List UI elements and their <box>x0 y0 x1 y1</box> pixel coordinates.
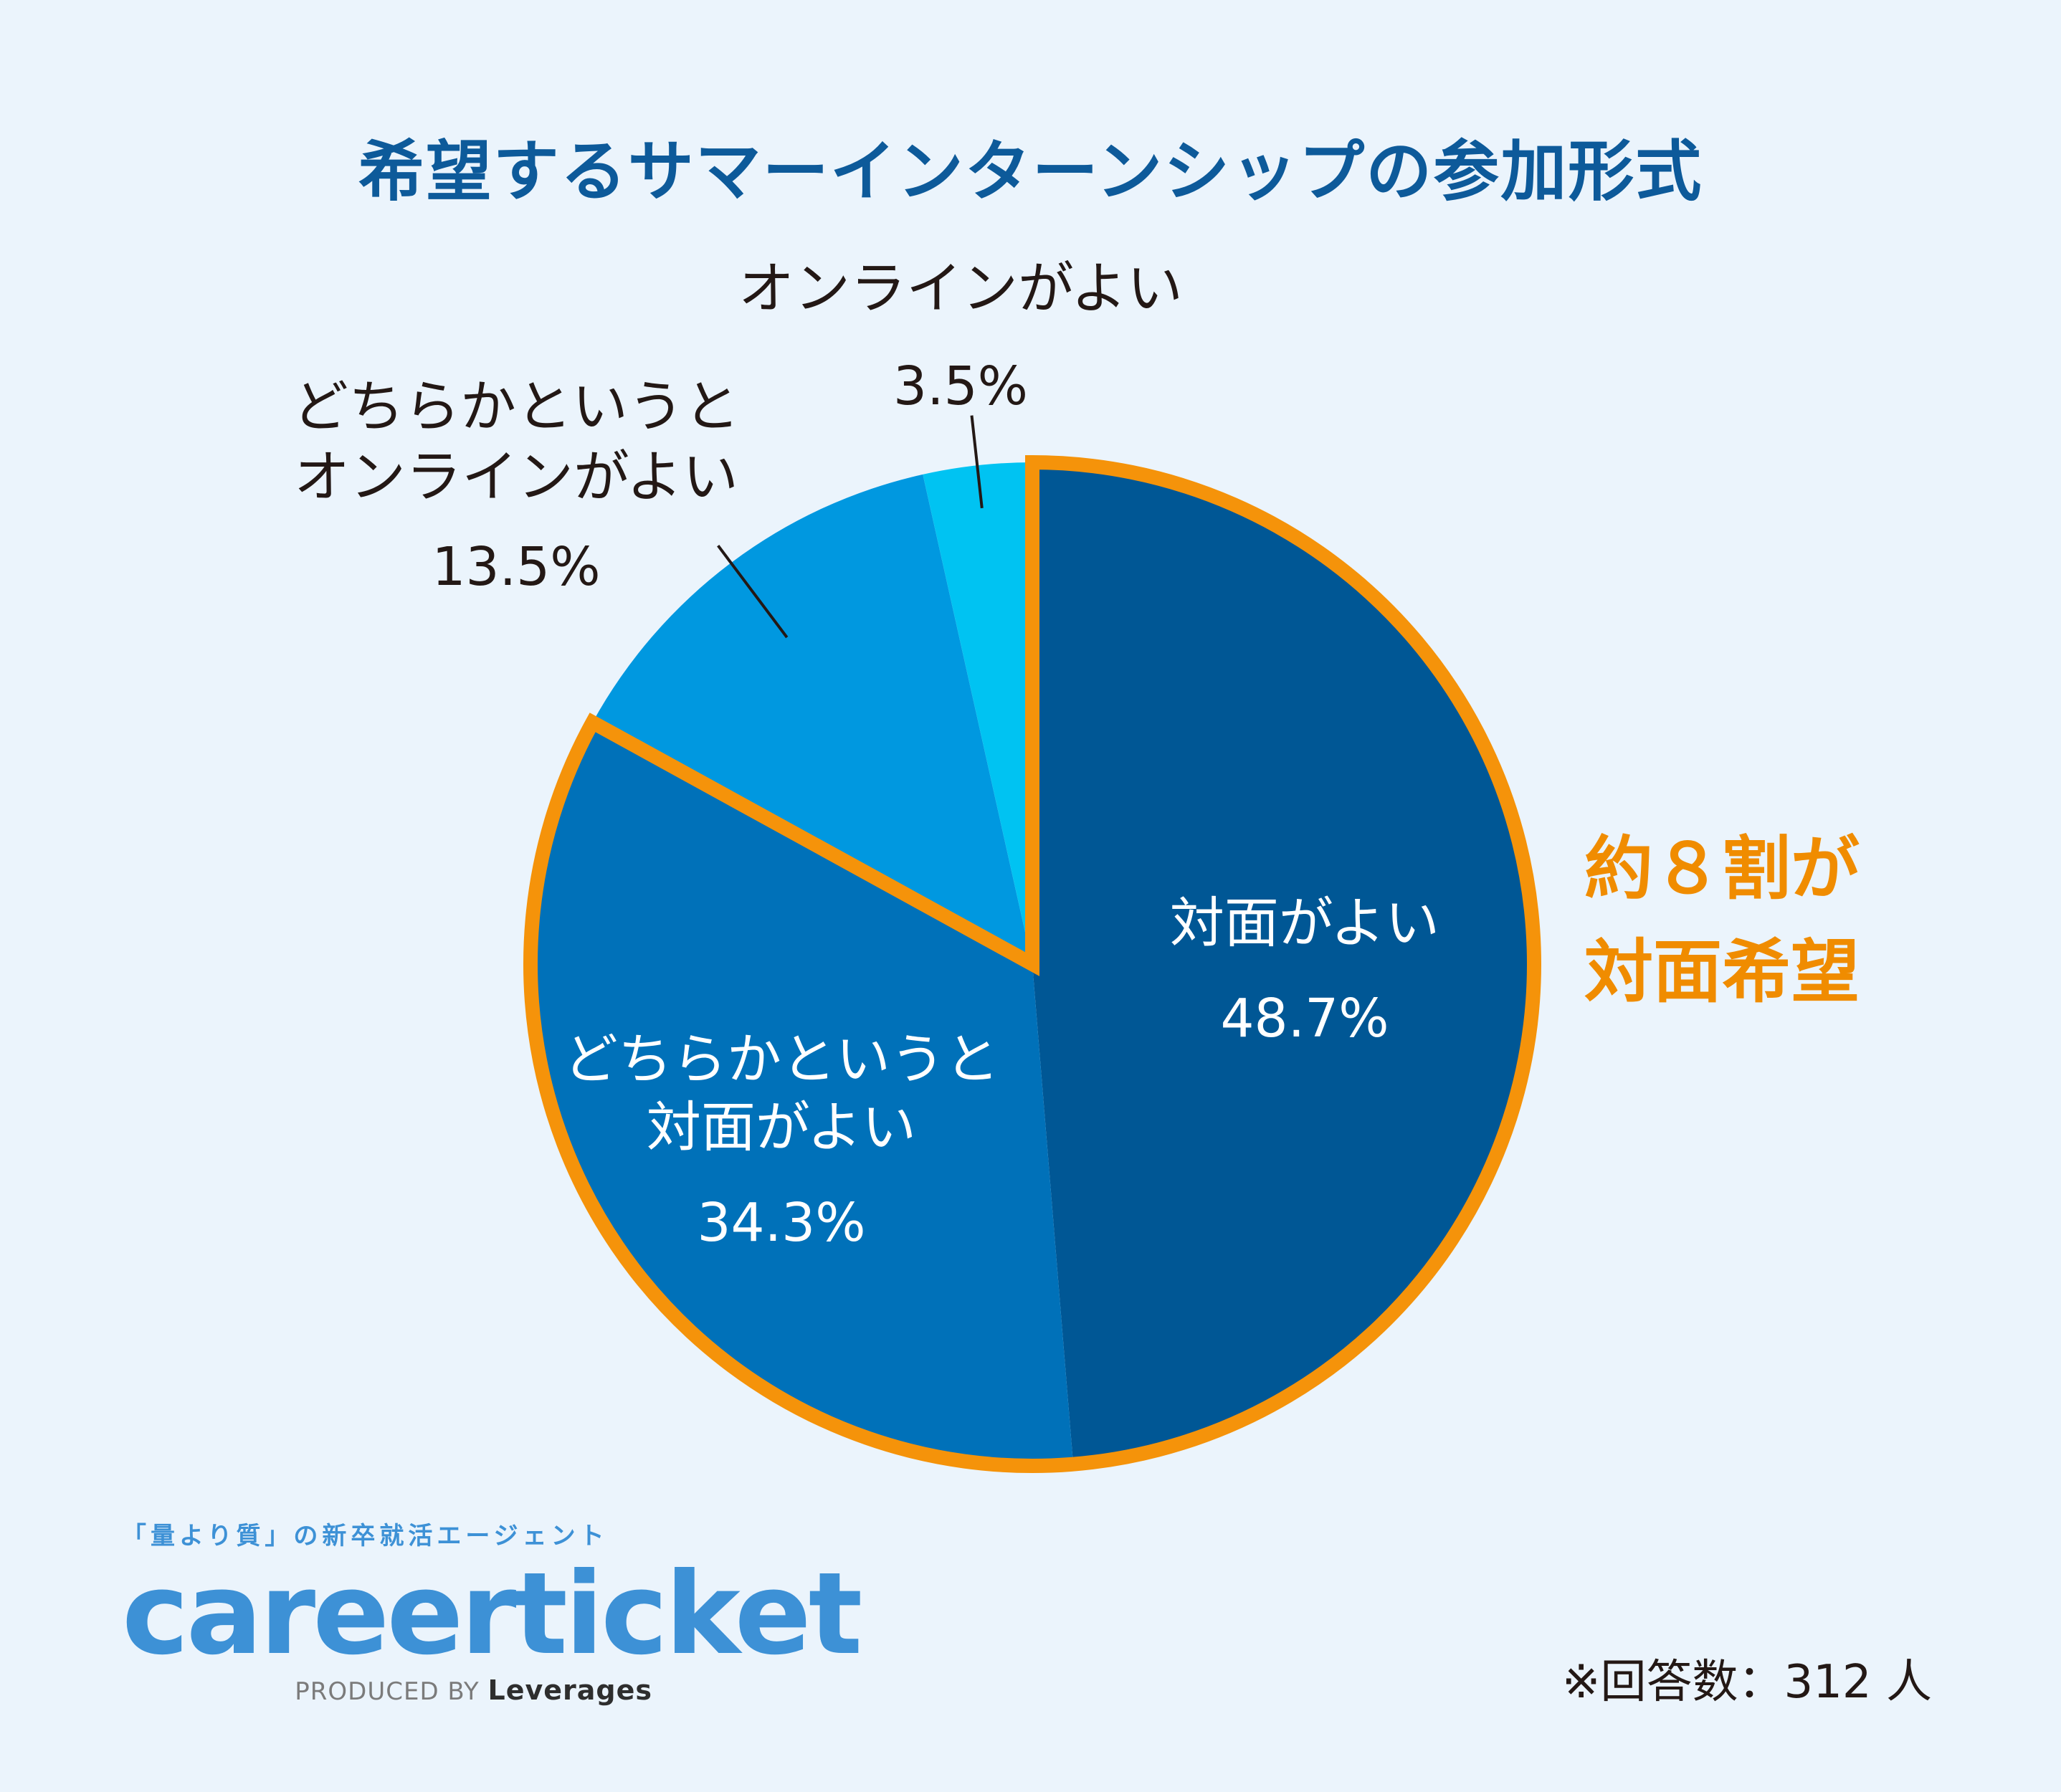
slice-percent: 13.5% <box>432 536 601 598</box>
chart-title: 希望するサマーインターンシップの参加形式 <box>358 133 1703 210</box>
callout-text: 約８割が 対面希望 <box>1584 817 1928 1024</box>
slice-label-line-1: どちらかというと <box>292 375 740 439</box>
slice-label-face-to-face: 対面がよい 48.7% <box>1133 889 1477 1052</box>
logo-tagline: 「量より質」の新卒就活エージェント <box>122 1522 609 1550</box>
slice-label-online: オンラインがよい 3.5% <box>710 254 1212 419</box>
pie-slice <box>1032 462 1534 1464</box>
slice-label-line-2: オンラインがよい <box>293 444 739 510</box>
slice-label-rather-online: どちらかというと オンラインがよい 13.5% <box>251 373 781 601</box>
slice-label-rather-face-to-face: どちらかというと 対面がよい 34.3% <box>516 1025 1047 1257</box>
leader-line <box>970 415 984 509</box>
slice-percent: 48.7% <box>1220 988 1389 1049</box>
slice-label-text: 対面がよい <box>1169 891 1440 955</box>
respondent-count-note: ※回答数：312 人 <box>1561 1656 1932 1709</box>
pie-slice <box>592 474 1032 964</box>
callout-line-1: 約８割が <box>1584 829 1860 909</box>
pie-slice <box>530 722 1074 1466</box>
slice-label-line-1: どちらかというと <box>563 1027 999 1091</box>
callout-line-2: 対面希望 <box>1584 932 1860 1012</box>
highlight-outline <box>523 454 1541 1473</box>
slice-label-text: オンラインがよい <box>738 257 1184 321</box>
slice-label-line-2: 対面がよい <box>646 1095 917 1159</box>
slice-percent: 34.3% <box>697 1192 866 1254</box>
slice-percent: 3.5% <box>893 355 1028 417</box>
career-ticket-logo: 「量より質」の新卒就活エージェント careerticket PRODUCED … <box>122 1516 862 1706</box>
leader-line <box>717 545 789 639</box>
logo-produced-by: PRODUCED BY Leverages <box>295 1674 652 1706</box>
pie-slice <box>923 462 1032 964</box>
logo-brand: careerticket <box>122 1548 862 1680</box>
